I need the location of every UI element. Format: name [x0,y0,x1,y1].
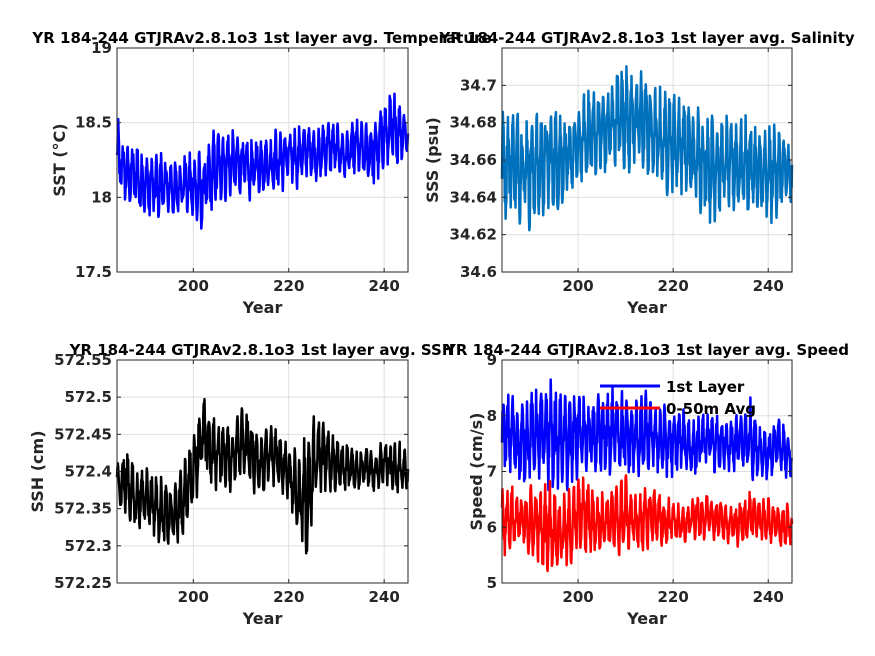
y-tick-label: 34.7 [460,76,497,94]
x-tick-label: 200 [562,588,593,606]
chart-title: YR 184-244 GTJRAv2.8.1o3 1st layer avg. … [444,341,849,359]
y-tick-label: 572.5 [65,388,112,406]
x-axis-label: Year [626,609,667,628]
x-tick-label: 240 [368,588,399,606]
x-tick-label: 220 [273,588,304,606]
y-tick-label: 572.35 [54,500,112,518]
chart-title: YR 184-244 GTJRAv2.8.1o3 1st layer avg. … [69,341,455,359]
x-tick-label: 220 [657,588,688,606]
y-tick-label: 34.64 [450,188,497,206]
series-line-1 [115,397,410,555]
legend-label: 0-50m Avg [666,400,756,418]
y-tick-label: 572.25 [54,574,112,592]
chart-4: 200 220 240 5 6 7 8 9 Year Speed (cm/s) YR 184-244… [444,341,849,628]
y-tick-label: 18.5 [75,114,112,132]
y-axis-label: Speed (cm/s) [467,413,486,531]
y-tick-label: 17.5 [75,263,112,281]
x-axis-label: Year [242,298,283,317]
y-tick-label: 34.62 [450,226,497,244]
y-tick-label: 572.45 [54,425,112,443]
chart-3: 200 220 240 572.25 572.3 572.35 572.4 572.45 572… [28,341,454,628]
y-tick-label: 9 [487,351,497,369]
series-line-2 [500,474,794,573]
legend: 1st Layer 0-50m Avg [600,378,756,418]
y-tick-label: 7 [487,463,497,481]
y-tick-label: 572.3 [65,537,112,555]
y-tick-label: 6 [487,518,497,536]
x-tick-label: 200 [178,277,209,295]
y-tick-label: 5 [487,574,497,592]
x-axis-label: Year [626,298,667,317]
y-tick-label: 34.6 [460,263,497,281]
x-tick-label: 220 [657,277,688,295]
y-tick-label: 34.68 [450,114,497,132]
y-axis-label: SST (°C) [50,123,69,196]
x-tick-label: 240 [753,277,784,295]
x-axis-label: Year [242,609,283,628]
y-axis-label: SSS (psu) [423,117,442,203]
series-line-1 [500,65,794,232]
y-tick-label: 8 [487,407,497,425]
y-tick-label: 572.4 [65,463,112,481]
x-tick-label: 220 [273,277,304,295]
legend-label: 1st Layer [666,378,745,396]
series-line-1 [115,92,410,230]
x-tick-label: 240 [368,277,399,295]
chart-title: YR 184-244 GTJRAv2.8.1o3 1st layer avg. … [438,29,855,47]
y-tick-label: 34.66 [450,151,497,169]
y-axis-label: SSH (cm) [28,430,47,512]
y-tick-label: 19 [91,39,112,57]
series-line-1 [500,378,794,492]
x-tick-label: 200 [562,277,593,295]
y-tick-label: 18 [91,188,112,206]
x-tick-label: 200 [178,588,209,606]
chart-title: YR 184-244 GTJRAv2.8.1o3 1st layer avg. … [31,29,491,47]
chart-1: 200 220 240 17.5 18 18.5 19 Year SST (°C) YR 184-… [31,29,491,317]
x-tick-label: 240 [753,588,784,606]
y-tick-label: 572.55 [54,351,112,369]
axes-frame [116,47,409,273]
chart-2: 200 220 240 34.6 34.62 34.64 34.66 34.68 34.7 Yea… [423,29,855,317]
